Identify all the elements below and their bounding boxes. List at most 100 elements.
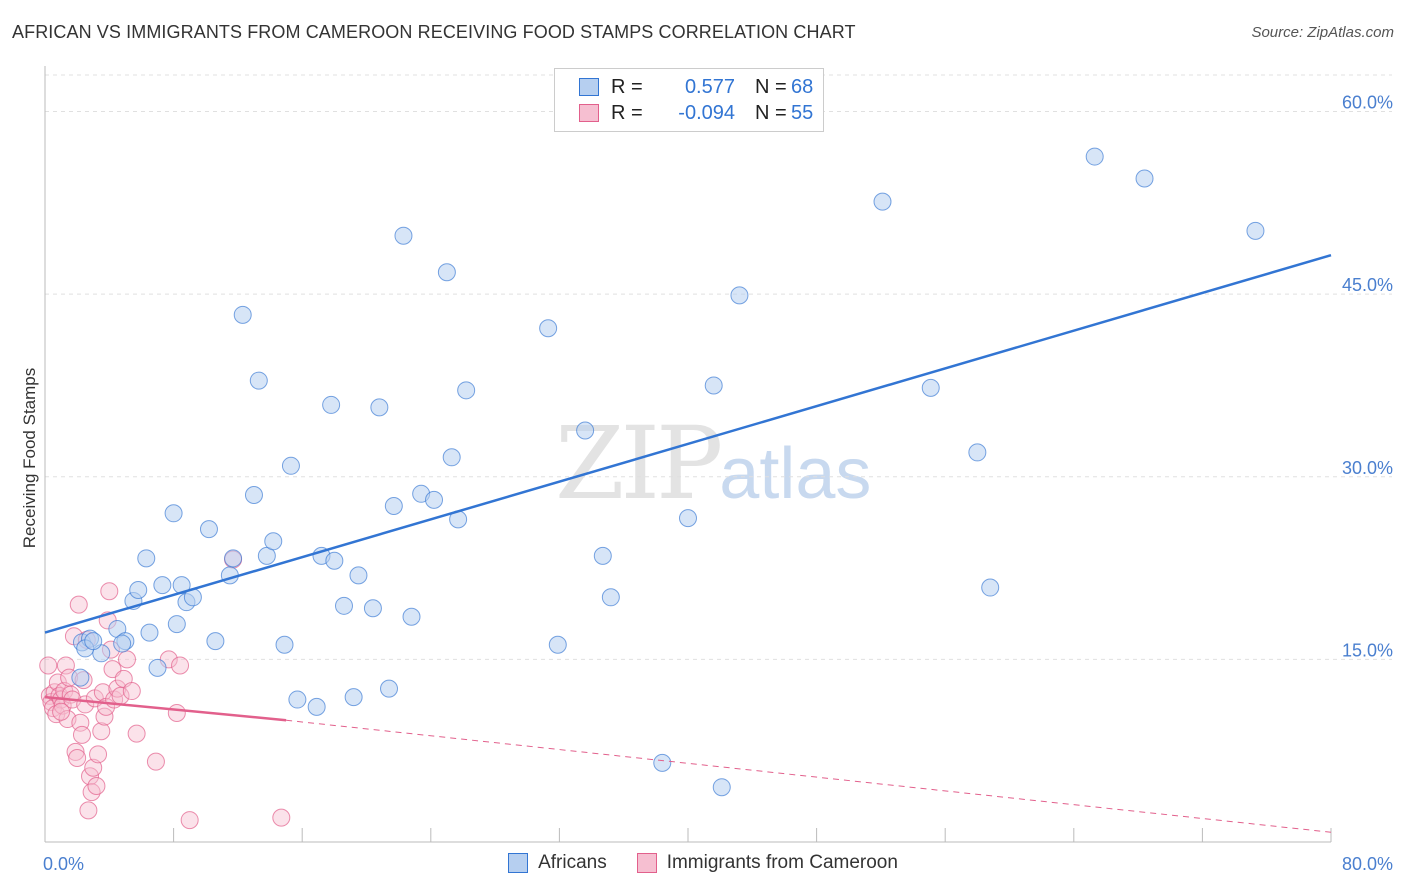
data-point-africans xyxy=(275,635,294,654)
data-point-africans xyxy=(113,634,132,653)
trend-line-africans xyxy=(44,253,1332,634)
legend-row-cameroon: R = -0.094 N = 55 xyxy=(579,101,813,125)
data-point-africans xyxy=(402,607,421,626)
data-point-africans xyxy=(653,753,672,772)
series-legend-africans[interactable]: Africans xyxy=(508,852,607,874)
blue-points xyxy=(71,147,1265,797)
data-point-cameroon xyxy=(87,776,106,795)
legend-n-value: 55 xyxy=(791,101,814,124)
data-point-africans xyxy=(384,496,403,515)
trend-line-cameroon xyxy=(44,695,287,722)
data-point-africans xyxy=(137,549,156,568)
trend-line-cameroon-extension xyxy=(286,719,1332,833)
data-point-cameroon xyxy=(180,811,199,830)
data-point-africans xyxy=(601,588,620,607)
x-tick-label: 80.0% xyxy=(1342,854,1393,874)
series-legend-label: Immigrants from Cameroon xyxy=(666,852,898,873)
data-point-africans xyxy=(140,623,159,642)
data-point-cameroon xyxy=(171,656,190,675)
legend-n-label: N = xyxy=(755,75,787,98)
data-point-cameroon xyxy=(93,683,112,702)
data-point-africans xyxy=(1246,221,1265,240)
data-point-africans xyxy=(344,688,363,707)
data-point-cameroon xyxy=(122,682,141,701)
data-point-africans xyxy=(437,263,456,282)
y-tick-label: 45.0% xyxy=(1342,275,1393,295)
legend-row-africans: R = 0.577 N = 68 xyxy=(579,75,813,99)
data-point-africans xyxy=(1085,147,1104,166)
chart-source: Source: ZipAtlas.com xyxy=(1251,24,1394,41)
data-point-cameroon xyxy=(272,808,291,827)
data-point-africans xyxy=(84,632,103,651)
data-point-africans xyxy=(704,376,723,395)
data-point-africans xyxy=(233,305,252,324)
data-point-africans xyxy=(164,504,183,523)
data-point-africans xyxy=(981,578,1000,597)
series-legend-cameroon[interactable]: Immigrants from Cameroon xyxy=(636,852,898,874)
y-tick-label: 15.0% xyxy=(1342,640,1393,660)
data-point-africans xyxy=(921,378,940,397)
series-legend: Africans Immigrants from Cameroon xyxy=(0,852,1406,874)
data-point-africans xyxy=(153,576,172,595)
data-point-africans xyxy=(167,615,186,634)
data-point-cameroon xyxy=(167,703,186,722)
data-point-africans xyxy=(679,509,697,528)
data-point-africans xyxy=(249,371,268,390)
data-point-africans xyxy=(394,226,413,245)
legend-swatch-blue xyxy=(508,853,529,873)
data-point-cameroon xyxy=(127,724,146,743)
correlation-legend: R = 0.577 N = 68 R = -0.094 N = 55 xyxy=(554,68,824,132)
data-point-africans xyxy=(968,443,987,462)
legend-n-value: 68 xyxy=(791,75,814,98)
data-point-cameroon xyxy=(92,722,111,741)
data-point-cameroon xyxy=(89,745,108,764)
gridlines xyxy=(45,74,1392,660)
data-point-africans xyxy=(425,490,444,509)
legend-r-label: R = xyxy=(611,75,643,98)
data-point-africans xyxy=(288,690,307,709)
data-point-africans xyxy=(349,566,368,585)
data-point-africans xyxy=(148,658,167,677)
chart-title: AFRICAN VS IMMIGRANTS FROM CAMEROON RECE… xyxy=(12,22,856,42)
axes xyxy=(44,66,1332,843)
data-point-africans xyxy=(873,192,892,211)
data-point-cameroon xyxy=(146,752,165,771)
data-point-africans xyxy=(334,596,353,615)
data-point-cameroon xyxy=(52,702,71,721)
data-point-africans xyxy=(539,319,558,338)
data-point-africans xyxy=(244,486,263,505)
legend-r-label: R = xyxy=(611,101,643,124)
data-point-africans xyxy=(370,398,389,417)
data-point-cameroon xyxy=(79,801,98,820)
data-point-cameroon xyxy=(117,650,136,669)
data-point-cameroon xyxy=(84,758,103,777)
data-point-africans xyxy=(206,632,225,651)
data-point-africans xyxy=(322,395,341,414)
series-legend-label: Africans xyxy=(538,852,607,873)
data-point-cameroon xyxy=(66,742,85,761)
tick-labels: 15.0% 30.0% 45.0% 60.0% 0.0% 80.0% xyxy=(43,93,1393,874)
data-point-africans xyxy=(281,456,300,475)
data-point-africans xyxy=(129,580,148,599)
legend-swatch-pink xyxy=(636,853,657,873)
data-point-cameroon xyxy=(39,656,58,675)
data-point-africans xyxy=(548,635,567,654)
data-point-africans xyxy=(71,668,90,687)
trend-lines xyxy=(44,253,1332,833)
data-point-cameroon xyxy=(100,582,119,601)
data-point-africans xyxy=(593,546,612,565)
data-point-africans xyxy=(363,599,382,618)
data-point-africans xyxy=(264,532,283,551)
data-point-africans xyxy=(442,448,461,467)
data-point-cameroon xyxy=(56,656,75,675)
y-axis-label: Receiving Food Stamps xyxy=(20,368,39,548)
data-point-africans xyxy=(199,520,218,539)
data-point-cameroon xyxy=(40,686,59,705)
data-point-africans xyxy=(307,697,326,716)
data-point-africans xyxy=(380,679,399,698)
legend-r-value: -0.094 xyxy=(678,101,735,124)
data-point-africans xyxy=(325,551,344,570)
x-tick-label: 0.0% xyxy=(43,854,84,874)
data-point-cameroon xyxy=(72,725,91,744)
